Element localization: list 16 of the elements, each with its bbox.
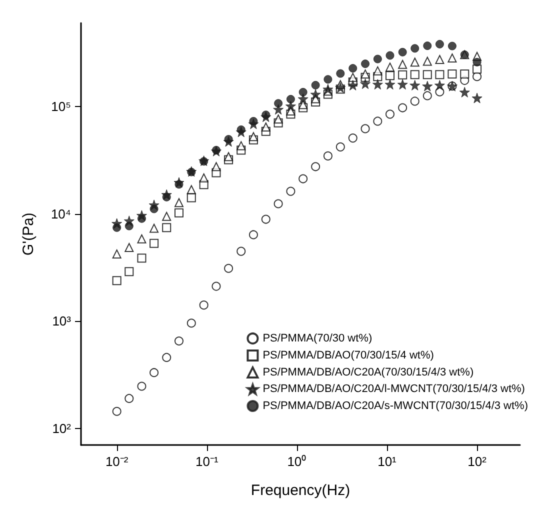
legend-label: PS/PMMA(70/30 wt%) xyxy=(262,332,372,344)
legend-label: PS/PMMA/DB/AO/C20A(70/30/15/4/3 wt%) xyxy=(262,366,474,378)
x-axis-title: Frequency(Hz) xyxy=(250,482,350,499)
legend-label: PS/PMMA/DB/AO/C20A/l-MWCNT(70/30/15/4/3 wt%) xyxy=(262,383,525,396)
y-tick-label: 10² xyxy=(52,420,72,436)
x-tick-label: 10⁻¹ xyxy=(195,454,219,469)
x-tick-label: 10⁻² xyxy=(105,454,129,469)
legend-label: PS/PMMA/DB/AO(70/30/15/4 wt%) xyxy=(262,349,434,362)
x-tick-label: 10⁰ xyxy=(287,454,307,469)
y-tick-label: 10³ xyxy=(52,314,72,329)
legend-label: PS/PMMA/DB/AO/C20A/s-MWCNT(70/30/15/4/3 wt%) xyxy=(262,400,528,412)
x-tick-label: 10¹ xyxy=(378,454,398,469)
x-tick-label: 10² xyxy=(468,454,488,469)
y-tick-label: 10⁴ xyxy=(50,206,71,222)
y-axis-title: G'(Pa) xyxy=(20,212,37,256)
y-tick-label: 10⁵ xyxy=(51,98,71,114)
